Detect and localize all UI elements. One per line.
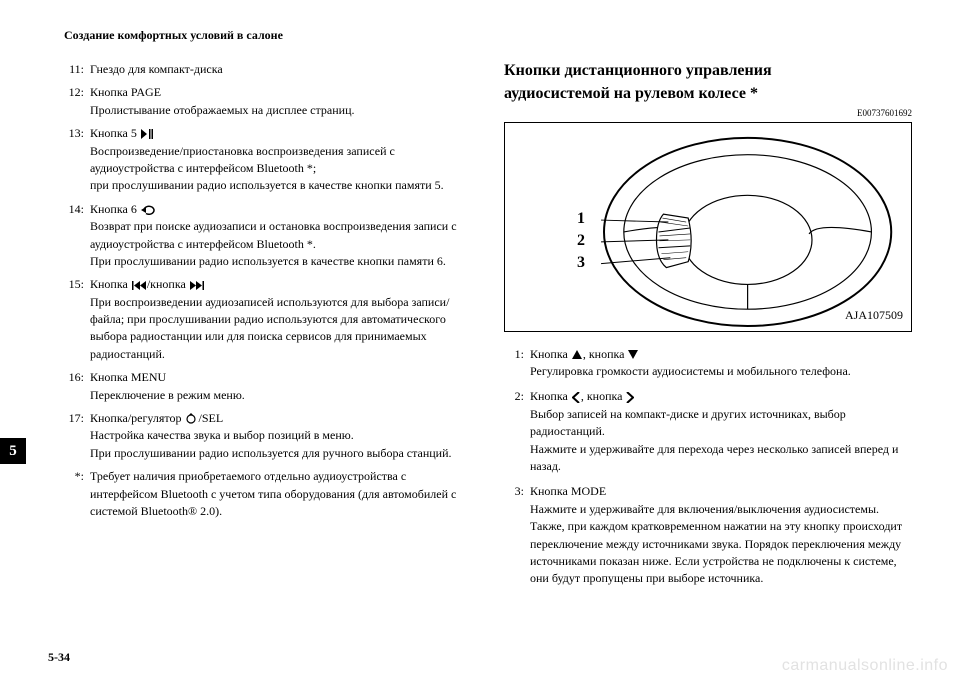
item-text: Кнопка /кнопка При воспроизведении аудио…	[90, 276, 472, 363]
list-item: *: Требует наличия приобретаемого отдель…	[64, 468, 472, 520]
item-number: 12:	[64, 84, 90, 119]
right-title-line1: Кнопки дистанционного управления	[504, 61, 912, 82]
watermark: carmanualsonline.info	[782, 657, 948, 675]
item-body-text: Воспроизведение/приостановка воспроизвед…	[90, 144, 444, 193]
item-body-text: Регулировка громкости аудиосистемы и моб…	[530, 364, 851, 378]
item-text: Кнопка , кнопка Регулировка громкости ау…	[530, 346, 912, 381]
triangle-down-icon	[628, 350, 638, 359]
item-number: 1:	[504, 346, 530, 381]
forward-icon	[190, 281, 204, 290]
rewind-icon	[132, 281, 146, 290]
left-column: 11: Гнездо для компакт-диска 12: Кнопка …	[48, 61, 472, 594]
section-header: Создание комфортных условий в салоне	[64, 28, 912, 43]
figure-caption: AJA107509	[845, 307, 903, 324]
list-item: 14: Кнопка 6 Возврат при поиске аудиозап…	[64, 201, 472, 271]
figure-label-1: 1	[577, 207, 585, 230]
list-item: 3: Кнопка MODE Нажмите и удерживайте для…	[504, 483, 912, 587]
item-number: *:	[64, 468, 90, 520]
item-prefix: Кнопка	[90, 277, 131, 291]
item-text: Кнопка MODE Нажмите и удерживайте для вк…	[530, 483, 912, 587]
item-body-text: При воспроизведении аудиозаписей использ…	[90, 295, 449, 361]
item-body-text: Выбор записей на компакт-диске и других …	[530, 407, 898, 473]
right-title-line2: аудиосистемой на рулевом колесе *	[504, 84, 912, 105]
play-pause-icon	[141, 129, 153, 139]
item-prefix: Кнопка	[530, 347, 571, 361]
item-number: 16:	[64, 369, 90, 404]
list-item: 1: Кнопка , кнопка Регулировка громкости…	[504, 346, 912, 381]
right-column: Кнопки дистанционного управления аудиоси…	[504, 61, 912, 594]
item-text: Кнопка , кнопка Выбор записей на компакт…	[530, 388, 912, 475]
list-item: 15: Кнопка /кнопка При воспроизведении а…	[64, 276, 472, 363]
item-number: 3:	[504, 483, 530, 587]
chevron-left-icon	[572, 392, 580, 403]
figure-label-2: 2	[577, 229, 585, 252]
item-body-text: Настройка качества звука и выбор позиций…	[90, 428, 452, 459]
item-prefix: Кнопка 5	[90, 126, 140, 140]
item-number: 14:	[64, 201, 90, 271]
page-number: 5-34	[48, 650, 70, 665]
steering-wheel-drawing	[505, 123, 911, 331]
item-text: Кнопка PAGE Пролистывание отображаемых н…	[90, 84, 472, 119]
chapter-tab: 5	[0, 438, 26, 464]
item-body-text: Возврат при поиске аудиозаписи и останов…	[90, 219, 457, 268]
item-prefix: Кнопка	[530, 389, 571, 403]
item-text: Гнездо для компакт-диска	[90, 61, 472, 78]
item-text: Кнопка 6 Возврат при поиске аудиозаписи …	[90, 201, 472, 271]
item-mid: , кнопка	[583, 347, 628, 361]
item-text: Кнопка 5 Воспроизведение/приостановка во…	[90, 125, 472, 195]
item-mid: /кнопка	[147, 277, 189, 291]
item-text: Кнопка MENU Переключение в режим меню.	[90, 369, 472, 404]
item-prefix: Кнопка 6	[90, 202, 140, 216]
list-item: 2: Кнопка , кнопка Выбор записей на комп…	[504, 388, 912, 475]
steering-wheel-figure: 1 2 3 AJA107509	[504, 122, 912, 332]
item-text: Кнопка/регулятор /SEL Настройка качества…	[90, 410, 472, 462]
return-icon	[141, 205, 157, 215]
list-item: 13: Кнопка 5 Воспроизведение/приостановк…	[64, 125, 472, 195]
figure-label-3: 3	[577, 251, 585, 274]
list-item: 16: Кнопка MENU Переключение в режим мен…	[64, 369, 472, 404]
document-code: E00737601692	[504, 107, 912, 120]
content-columns: 11: Гнездо для компакт-диска 12: Кнопка …	[48, 61, 912, 594]
list-item: 11: Гнездо для компакт-диска	[64, 61, 472, 78]
chevron-right-icon	[626, 392, 634, 403]
item-text: Требует наличия приобретаемого отдельно …	[90, 468, 472, 520]
item-prefix: Кнопка/регулятор	[90, 411, 184, 425]
item-mid: , кнопка	[581, 389, 626, 403]
item-number: 13:	[64, 125, 90, 195]
list-item: 12: Кнопка PAGE Пролистывание отображаем…	[64, 84, 472, 119]
page: Создание комфортных условий в салоне 11:…	[0, 0, 960, 683]
triangle-up-icon	[572, 350, 582, 359]
item-number: 17:	[64, 410, 90, 462]
list-item: 17: Кнопка/регулятор /SEL Настройка каче…	[64, 410, 472, 462]
item-number: 11:	[64, 61, 90, 78]
item-number: 15:	[64, 276, 90, 363]
rotary-icon	[185, 413, 197, 425]
item-suffix: /SEL	[198, 411, 223, 425]
item-number: 2:	[504, 388, 530, 475]
